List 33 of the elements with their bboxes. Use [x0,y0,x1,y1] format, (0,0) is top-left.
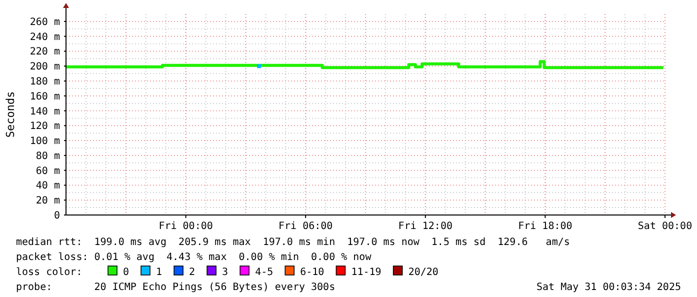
legend-label: 1 [156,267,162,278]
text: probe: 20 ICMP Echo Pings (56 Bytes) every 300s [16,282,336,293]
legend-label: 6-10 [300,267,324,278]
y-tick-label: 40 m [36,180,60,192]
y-tick-label: 120 m [30,121,60,132]
legend-label: 11-19 [351,267,382,278]
x-tick-label: Sat 00:00 [638,221,692,232]
y-tick-label: 160 m [30,91,60,102]
text: median rtt: 199.0 ms avg 205.9 ms max 197.0 ms min 197.0 ms now 1.5 ms sd 129.6 am/s [16,237,570,248]
y-tick-label: 140 m [30,106,60,118]
y-tick-label: 180 m [30,76,60,88]
legend-title: loss color: [16,267,82,278]
y-tick-label: 100 m [30,136,60,148]
y-tick-label: 240 m [30,32,60,43]
legend-label: 4-5 [255,267,274,278]
x-tick-label: Fri 18:00 [518,221,572,232]
legend-label: 3 [222,267,228,278]
y-tick-label: 0 [54,210,60,222]
y-tick-label: 260 m [30,16,60,28]
legend-label: 2 [189,267,196,278]
y-tick-label: 80 m [36,150,60,162]
legend-label: 0 [123,267,130,278]
x-tick-label: Fri 00:00 [158,221,213,232]
text: packet loss: 0.01 % avg 4.43 % max 0.00 % min 0.00 % now [16,252,372,263]
y-tick-label: 60 m [36,166,60,177]
y-tick-label: 200 m [30,62,60,73]
y-tick-label: 20 m [36,196,60,207]
x-tick-label: Fri 06:00 [278,221,333,232]
legend-label: 20/20 [408,267,438,278]
y-axis-title: Seconds [4,91,17,138]
x-tick-label: Fri 12:00 [398,221,452,232]
y-tick-label: 220 m [30,46,60,58]
text: Sat May 31 00:03:34 2025 [536,282,681,293]
